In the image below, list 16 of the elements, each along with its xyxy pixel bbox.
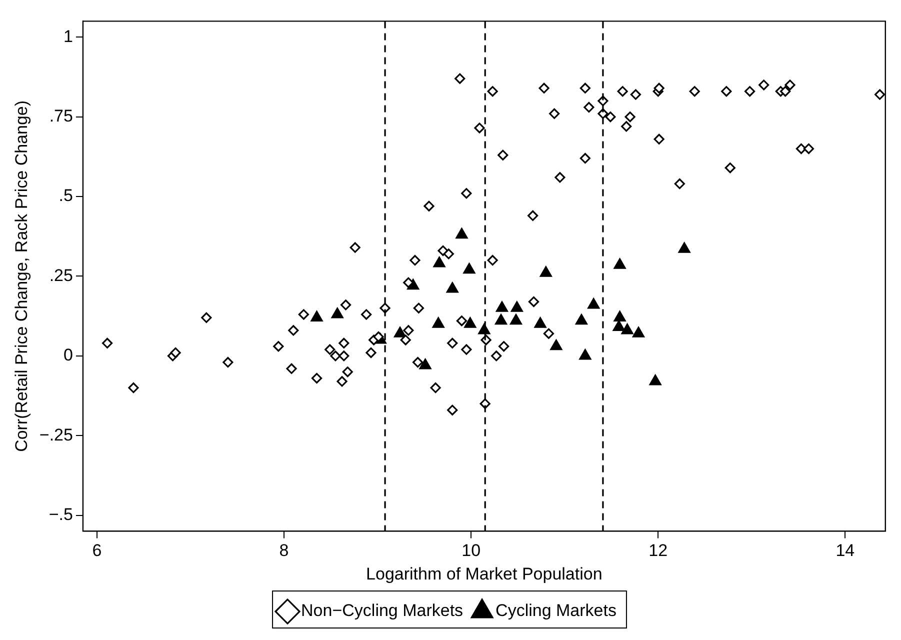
x-axis-title: Logarithm of Market Population (366, 564, 602, 584)
x-tick-label: 10 (462, 541, 481, 560)
x-tick-label: 6 (92, 541, 102, 560)
legend-label: Cycling Markets (496, 601, 616, 620)
y-axis-title: Corr(Retail Price Change, Rack Price Change) (12, 100, 31, 452)
legend-label: Non−Cycling Markets (301, 601, 464, 620)
y-tick-label: .75 (49, 106, 73, 126)
y-tick-label: .5 (58, 186, 73, 206)
y-tick-label: −.25 (39, 425, 73, 444)
y-tick-label: .25 (49, 266, 73, 285)
x-tick-label: 12 (648, 541, 668, 560)
y-tick-label: 0 (63, 346, 73, 365)
y-tick-label: 1 (63, 26, 73, 46)
x-tick-label: 14 (836, 541, 855, 560)
x-tick-label: 8 (279, 541, 289, 560)
y-tick-label: −.5 (48, 504, 73, 524)
